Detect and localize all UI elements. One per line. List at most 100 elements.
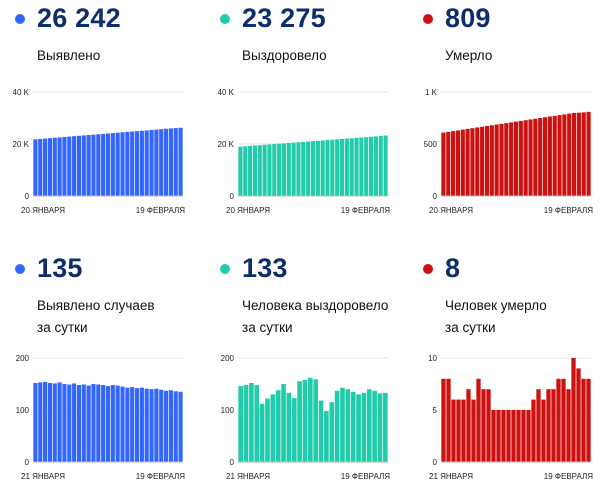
bar xyxy=(249,382,254,462)
bar xyxy=(238,386,244,462)
bar xyxy=(275,390,281,462)
bar xyxy=(265,398,270,462)
stat-label-line: за сутки xyxy=(445,320,496,335)
bar xyxy=(350,391,356,462)
bar xyxy=(159,129,164,196)
y-tick-label: 10 xyxy=(428,354,437,363)
bar xyxy=(134,131,140,196)
bar xyxy=(372,390,377,462)
bar xyxy=(47,138,53,196)
bar xyxy=(91,384,96,462)
bar xyxy=(516,410,521,462)
bar xyxy=(533,118,538,196)
bar xyxy=(586,111,591,196)
stat-value: 133 xyxy=(242,253,288,283)
indicator-dot xyxy=(15,14,25,24)
x-start-label: 20 ЯНВАРЯ xyxy=(226,206,270,215)
bar xyxy=(441,132,446,196)
bar xyxy=(238,146,243,196)
indicator-dot xyxy=(423,264,433,274)
indicator-dot xyxy=(15,264,25,274)
bar xyxy=(359,137,364,196)
bar xyxy=(81,135,86,196)
bar xyxy=(340,387,345,462)
panel-deaths-total: 809 Умерло 0 500 1 K 20 ЯНВАРЯ 19 ФЕВРАЛЯ xyxy=(408,0,605,240)
y-tick-label: 40 K xyxy=(218,88,235,97)
stat-value: 8 xyxy=(445,253,461,283)
bar xyxy=(96,134,101,196)
y-tick-label: 0 xyxy=(25,458,30,467)
bar xyxy=(556,378,561,462)
bar xyxy=(38,138,43,196)
bar xyxy=(523,120,528,196)
bar xyxy=(369,136,374,196)
x-end-label: 19 ФЕВРАЛЯ xyxy=(341,472,390,481)
bar xyxy=(373,136,378,196)
bar xyxy=(86,135,91,196)
bar xyxy=(72,136,77,196)
y-tick-label: 0 xyxy=(433,192,438,201)
bar xyxy=(446,378,451,462)
bar xyxy=(120,386,125,462)
bar xyxy=(43,381,48,462)
stat-label-line: Человек умерло xyxy=(445,298,547,313)
bar xyxy=(267,144,272,196)
indicator-dot xyxy=(423,14,433,24)
stat-label-line: Выявлено xyxy=(37,48,101,63)
y-tick-label: 200 xyxy=(16,354,30,363)
y-tick-label: 20 K xyxy=(218,140,235,149)
bar xyxy=(330,139,335,196)
y-tick-label: 0 xyxy=(25,192,30,201)
bar xyxy=(101,385,106,462)
bar xyxy=(466,389,471,462)
bar xyxy=(243,146,248,196)
bar xyxy=(277,143,282,196)
bar xyxy=(130,387,135,462)
x-start-label: 21 ЯНВАРЯ xyxy=(226,472,270,481)
bar xyxy=(248,145,253,196)
bar xyxy=(76,135,82,196)
bar xyxy=(461,399,466,462)
bar xyxy=(536,389,541,462)
bar xyxy=(475,127,480,196)
bar xyxy=(52,383,57,462)
bar xyxy=(130,131,135,196)
bar xyxy=(168,390,173,462)
bar xyxy=(451,399,456,462)
bar xyxy=(489,125,494,196)
bar xyxy=(378,135,383,196)
y-tick-label: 1 K xyxy=(425,88,438,97)
bar xyxy=(382,392,388,462)
bar xyxy=(552,115,557,196)
bar xyxy=(291,398,297,462)
bar xyxy=(173,128,178,196)
y-tick-label: 0 xyxy=(230,192,235,201)
bar xyxy=(538,118,543,196)
bar xyxy=(526,410,531,462)
bar xyxy=(339,138,345,196)
bar-chart: 0 100 200 21 ЯНВАРЯ 19 ФЕВРАЛЯ xyxy=(221,354,391,481)
bar xyxy=(513,121,519,196)
bar xyxy=(361,392,367,462)
y-tick-label: 0 xyxy=(230,458,235,467)
bar-chart: 0 20 K 40 K 20 ЯНВАРЯ 19 ФЕВРАЛЯ xyxy=(218,88,391,215)
bar xyxy=(164,128,169,196)
bar xyxy=(354,137,359,196)
x-end-label: 19 ФЕВРАЛЯ xyxy=(544,472,593,481)
bar xyxy=(302,379,308,462)
bar-chart: 0 20 K 40 K 20 ЯНВАРЯ 19 ФЕВРАЛЯ xyxy=(13,88,186,215)
bar xyxy=(120,132,125,196)
bar xyxy=(67,136,72,196)
bar xyxy=(281,384,286,462)
stat-label-line: Выявлено случаев xyxy=(37,298,155,313)
bar xyxy=(551,389,556,462)
bar xyxy=(301,141,306,196)
bar xyxy=(541,399,546,462)
bar xyxy=(567,113,572,196)
bar xyxy=(313,379,319,462)
bar xyxy=(345,389,351,462)
bar xyxy=(62,384,67,462)
indicator-dot xyxy=(220,264,230,274)
bar xyxy=(329,402,335,462)
bar xyxy=(259,403,265,462)
